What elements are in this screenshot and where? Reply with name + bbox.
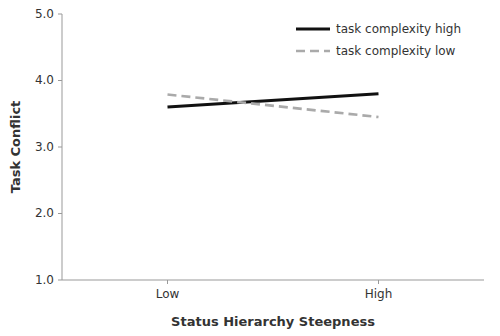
y-tick-label: 3.0: [35, 140, 54, 154]
chart-container: 1.0 2.0 3.0 4.0 5.0 Low High Status Hierarchy S…: [0, 0, 500, 336]
y-tick-label: 1.0: [35, 273, 54, 287]
x-tick: [378, 280, 379, 284]
y-tick-label: 2.0: [35, 206, 54, 220]
y-tick-label: 5.0: [35, 7, 54, 21]
y-axis-label: Task Conflict: [8, 101, 23, 194]
plot-area: [168, 94, 379, 117]
y-tick: [58, 147, 62, 148]
y-tick: [58, 280, 62, 281]
y-tick: [58, 14, 62, 15]
chart-svg: 1.0 2.0 3.0 4.0 5.0 Low High Status Hierarchy S…: [0, 0, 500, 336]
legend-swatch: [296, 50, 330, 53]
series-line: [168, 94, 379, 117]
legend-swatch: [296, 28, 330, 31]
legend: task complexity high task complexity low: [296, 22, 461, 58]
x-tick-label: High: [365, 287, 393, 301]
y-tick: [58, 213, 62, 214]
x-axis-label: Status Hierarchy Steepness: [171, 314, 375, 329]
x-axis-line: [62, 280, 484, 281]
x-tick: [167, 280, 168, 284]
x-tick-label: Low: [156, 287, 180, 301]
legend-label: task complexity low: [336, 44, 456, 58]
y-tick: [58, 80, 62, 81]
legend-label: task complexity high: [336, 22, 461, 36]
y-tick-label: 4.0: [35, 73, 54, 87]
